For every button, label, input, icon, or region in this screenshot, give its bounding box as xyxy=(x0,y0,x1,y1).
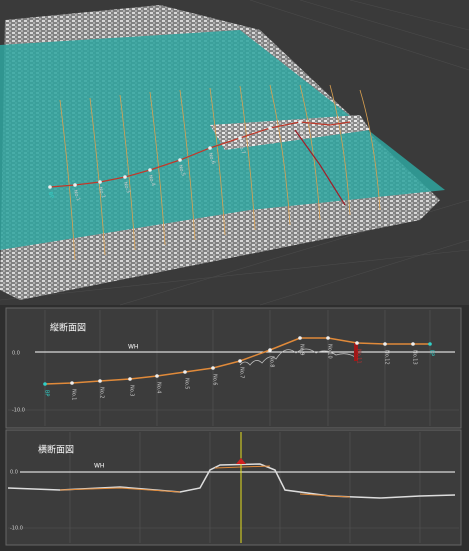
panel-title: 縦断面図 xyxy=(50,322,86,334)
station-point xyxy=(123,175,127,179)
station-point xyxy=(268,348,272,352)
station-point xyxy=(298,120,302,124)
y-label: -10.0 xyxy=(12,408,25,414)
station-label: No.2 xyxy=(97,186,107,199)
station-point xyxy=(43,382,47,386)
station-point xyxy=(208,146,212,150)
station-label: No.8 xyxy=(269,356,275,367)
station-label: No.7 xyxy=(239,367,245,378)
station-point xyxy=(211,366,215,370)
station-label: BP xyxy=(47,191,55,199)
station-label: No.1 xyxy=(72,189,82,202)
station-point xyxy=(298,336,302,340)
station-label: No.6 xyxy=(212,374,218,385)
station-point xyxy=(326,336,330,340)
y-label: 0.0 xyxy=(12,351,20,357)
station-label: No.7 xyxy=(237,142,247,155)
station-label: No.3 xyxy=(129,385,135,396)
station-point xyxy=(128,377,132,381)
station-point xyxy=(155,374,159,378)
station-point xyxy=(183,370,187,374)
station-point xyxy=(73,183,77,187)
station-point xyxy=(355,341,359,345)
y-label: 0.0 xyxy=(10,470,18,476)
station-point xyxy=(238,359,242,363)
station-label: No.8 xyxy=(267,132,277,145)
station-label: BP xyxy=(44,390,50,396)
station-label: No.5 xyxy=(177,164,187,177)
station-point xyxy=(411,342,415,346)
station-point xyxy=(428,342,432,346)
station-label: No.10 xyxy=(327,344,333,359)
station-label: No.11 xyxy=(356,349,362,364)
station-point xyxy=(48,185,52,189)
station-point xyxy=(238,136,242,140)
station-label: No.2 xyxy=(99,387,105,398)
y-label: -10.0 xyxy=(10,526,23,532)
viewport-3d[interactable]: BP No.1 No.2 No.3 No.4 No.5 No.6 No.7 No.8 No.9 xyxy=(0,0,469,306)
longitudinal-panel: 縦断面図 WH 0.0 -10.0 BP No.1 No.2 No.3 No.4 No.5… xyxy=(5,307,462,429)
station-label: No.12 xyxy=(384,350,390,365)
station-label: EP xyxy=(429,350,435,356)
station-label: No.6 xyxy=(207,152,217,165)
station-point xyxy=(148,168,152,172)
station-point xyxy=(98,180,102,184)
water-level-label: WH xyxy=(128,344,138,351)
station-label: No.3 xyxy=(122,181,132,194)
station-point xyxy=(383,342,387,346)
station-label: No.13 xyxy=(412,350,418,365)
water-level-label: WH xyxy=(94,463,104,470)
station-label: No.1 xyxy=(71,389,77,400)
station-label: No.9 xyxy=(299,344,305,355)
station-point xyxy=(98,379,102,383)
station-label: No.9 xyxy=(297,126,307,139)
cross-panel: 横断面図 WH 0.0 -10.0 xyxy=(5,429,462,546)
panel-title: 横断面図 xyxy=(38,444,74,456)
station-label: No.4 xyxy=(156,382,162,393)
station-point xyxy=(178,158,182,162)
station-label: No.4 xyxy=(147,174,157,187)
station-label: No.5 xyxy=(184,378,190,389)
station-point xyxy=(268,126,272,130)
station-point xyxy=(70,381,74,385)
